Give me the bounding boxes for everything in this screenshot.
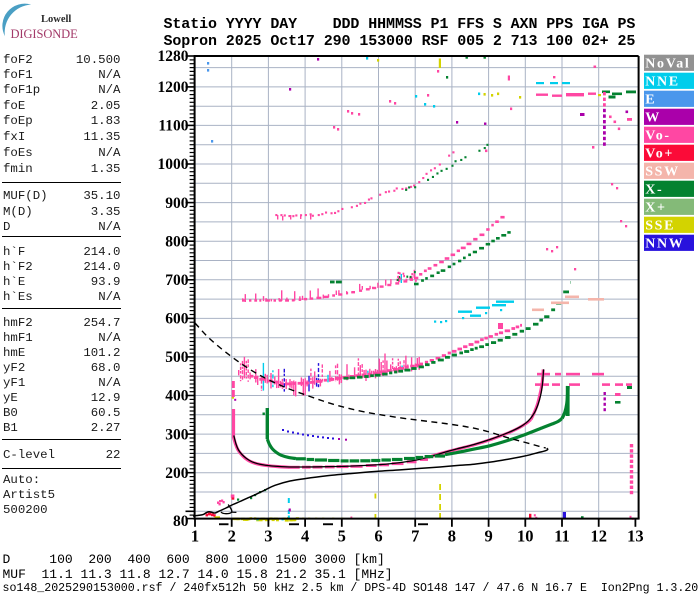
svg-text:700: 700 xyxy=(165,272,189,289)
svg-text:NoVal: NoVal xyxy=(645,57,690,72)
svg-text:13: 13 xyxy=(627,527,644,546)
svg-text:10: 10 xyxy=(517,527,534,546)
svg-text:1200: 1200 xyxy=(158,79,189,96)
svg-text:500: 500 xyxy=(165,349,189,366)
svg-text:600: 600 xyxy=(165,311,189,328)
svg-text:SSE: SSE xyxy=(645,219,675,234)
svg-text:1280: 1280 xyxy=(158,48,189,65)
svg-text:9: 9 xyxy=(484,527,492,546)
svg-text:5: 5 xyxy=(338,527,346,546)
svg-text:NNE: NNE xyxy=(645,75,680,90)
svg-text:8: 8 xyxy=(448,527,456,546)
svg-text:2: 2 xyxy=(228,527,236,546)
svg-text:SSW: SSW xyxy=(645,165,680,180)
svg-text:12: 12 xyxy=(590,527,607,546)
svg-text:NNW: NNW xyxy=(645,237,684,252)
svg-text:X+: X+ xyxy=(645,201,667,216)
svg-text:7: 7 xyxy=(411,527,419,546)
svg-text:1: 1 xyxy=(191,527,199,546)
svg-text:11: 11 xyxy=(554,527,570,546)
svg-text:900: 900 xyxy=(165,195,189,212)
svg-text:Vo+: Vo+ xyxy=(645,147,674,162)
svg-text:300: 300 xyxy=(165,426,189,443)
svg-text:Vo-: Vo- xyxy=(645,129,671,144)
svg-text:6: 6 xyxy=(374,527,382,546)
svg-text:1100: 1100 xyxy=(158,118,188,135)
svg-text:1000: 1000 xyxy=(158,156,189,173)
svg-text:3: 3 xyxy=(264,527,272,546)
svg-text:X-: X- xyxy=(645,183,663,198)
svg-text:800: 800 xyxy=(165,233,189,250)
svg-text:400: 400 xyxy=(165,388,189,405)
svg-text:80: 80 xyxy=(173,513,189,530)
svg-text:4: 4 xyxy=(301,527,309,546)
svg-text:E: E xyxy=(645,93,656,108)
svg-text:W: W xyxy=(645,111,661,126)
svg-text:200: 200 xyxy=(165,465,189,482)
